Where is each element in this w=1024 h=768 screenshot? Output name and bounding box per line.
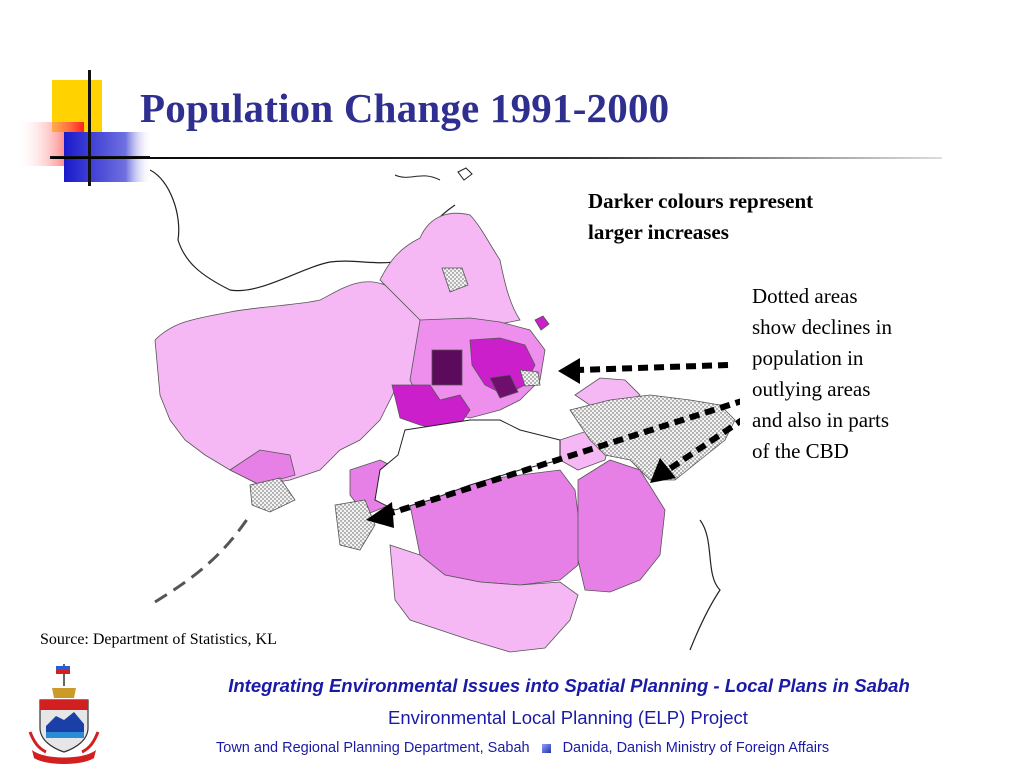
title-decoration — [16, 70, 152, 186]
bullet-square-icon — [541, 743, 551, 753]
region-medium — [229, 449, 296, 486]
title-divider — [52, 157, 942, 159]
note-line: of the CBD — [752, 439, 849, 463]
region-decline — [441, 267, 469, 293]
region-decline — [249, 477, 296, 513]
population-change-map — [150, 167, 740, 653]
region-medium — [577, 459, 666, 593]
arrow-head — [650, 458, 676, 483]
region-light — [154, 281, 431, 486]
coastline — [457, 167, 473, 181]
note-line: Darker colours represent — [588, 189, 814, 213]
footer-org-left: Town and Regional Planning Department, S… — [216, 740, 530, 756]
region-dark — [431, 349, 463, 386]
river — [689, 519, 721, 651]
region-strong — [534, 315, 550, 331]
region-light — [389, 544, 579, 653]
note-line: larger increases — [588, 220, 729, 244]
arrow-head — [366, 502, 394, 528]
region-decline — [334, 499, 376, 551]
note-line: show declines in — [752, 315, 892, 339]
region-decline — [569, 394, 736, 481]
footer-org-right: Danida, Danish Ministry of Foreign Affai… — [562, 740, 830, 756]
legend-note-darker: Darker colours represent larger increase… — [588, 186, 888, 248]
note-line: population in — [752, 346, 864, 370]
boundary-dashed — [154, 514, 252, 604]
region-decline — [519, 369, 541, 387]
coastline — [394, 174, 441, 181]
region-dark — [489, 374, 519, 399]
footer-organizations: Town and Regional Planning Department, S… — [216, 740, 829, 756]
arrow-east-dashed — [577, 362, 729, 373]
arrow-southeast-dashed — [663, 417, 740, 475]
footer-project-title: Integrating Environmental Issues into Sp… — [228, 675, 910, 696]
footer-project-subtitle: Environmental Local Planning (ELP) Proje… — [388, 707, 748, 728]
region-strong — [391, 384, 471, 431]
note-line: outlying areas — [752, 377, 871, 401]
source-citation: Source: Department of Statistics, KL — [40, 631, 277, 648]
slide-title: Population Change 1991-2000 — [140, 85, 670, 131]
emblem-icon — [28, 664, 100, 764]
legend-note-dotted: Dotted areas show declines in population… — [752, 281, 942, 467]
note-line: Dotted areas — [752, 284, 858, 308]
arrow-head — [558, 358, 580, 384]
note-line: and also in parts — [752, 408, 890, 432]
